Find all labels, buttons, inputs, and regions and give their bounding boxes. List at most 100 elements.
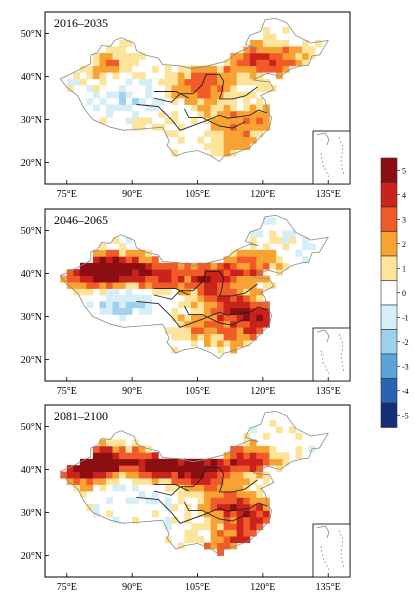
anomaly-cell bbox=[86, 465, 94, 472]
anomaly-cell bbox=[197, 523, 205, 531]
anomaly-cell bbox=[243, 523, 251, 531]
x-tick-label: 120°E bbox=[250, 582, 275, 593]
anomaly-cell bbox=[119, 249, 126, 257]
anomaly-cell bbox=[132, 52, 139, 60]
anomaly-cell bbox=[262, 65, 270, 73]
anomaly-cell bbox=[230, 536, 238, 543]
anomaly-cell bbox=[256, 130, 264, 138]
anomaly-cell bbox=[217, 149, 224, 157]
anomaly-cell bbox=[132, 452, 139, 460]
anomaly-cell bbox=[125, 295, 133, 302]
anomaly-cell bbox=[230, 445, 238, 453]
anomaly-cell bbox=[119, 52, 126, 60]
anomaly-cell bbox=[210, 104, 218, 112]
anomaly-cell bbox=[73, 72, 81, 80]
anomaly-cell bbox=[269, 217, 277, 225]
period-label-box bbox=[50, 407, 108, 423]
anomaly-cell bbox=[256, 471, 264, 479]
anomaly-cell bbox=[112, 452, 120, 460]
anomaly-cell bbox=[106, 256, 113, 264]
x-tick-label: 135°E bbox=[316, 386, 341, 397]
anomaly-cell bbox=[92, 275, 100, 283]
anomaly-cell bbox=[171, 478, 179, 485]
anomaly-cell bbox=[217, 117, 224, 125]
anomaly-cell bbox=[230, 72, 238, 80]
anomaly-cell bbox=[282, 40, 290, 47]
anomaly-cell bbox=[164, 130, 172, 138]
anomaly-cell bbox=[99, 458, 107, 466]
anomaly-cell bbox=[73, 275, 81, 283]
colorbar: 5 4 3 2 1 0 -1 -2 -3 -4 -5 bbox=[380, 157, 409, 428]
anomaly-cell bbox=[145, 301, 153, 309]
anomaly-cell bbox=[269, 458, 277, 466]
anomaly-cell bbox=[138, 98, 146, 105]
anomaly-cell bbox=[92, 72, 100, 80]
anomaly-cell bbox=[262, 27, 270, 34]
inset-frame bbox=[312, 130, 351, 185]
anomaly-cell bbox=[125, 249, 133, 257]
period-label: 2081–2100 bbox=[54, 409, 108, 423]
anomaly-cell bbox=[125, 269, 133, 276]
x-tick-label: 105°E bbox=[185, 386, 210, 397]
anomaly-cell bbox=[236, 249, 244, 257]
anomaly-cell bbox=[191, 288, 198, 296]
anomaly-cell bbox=[99, 275, 107, 283]
anomaly-cell bbox=[164, 523, 172, 531]
x-tick-label: 90°E bbox=[122, 189, 142, 200]
anomaly-cell bbox=[230, 542, 238, 550]
anomaly-cell bbox=[73, 471, 81, 479]
y-tick-label: 20°N bbox=[21, 355, 42, 366]
anomaly-cell bbox=[230, 110, 238, 118]
anomaly-cell bbox=[243, 503, 251, 511]
anomaly-cell bbox=[125, 301, 133, 309]
anomaly-cell bbox=[171, 262, 179, 270]
anomaly-cell bbox=[256, 275, 264, 283]
anomaly-cell bbox=[184, 288, 192, 296]
anomaly-cell bbox=[275, 452, 283, 460]
anomaly-cell bbox=[106, 307, 113, 315]
anomaly-cell bbox=[73, 78, 81, 86]
anomaly-cell bbox=[243, 136, 251, 144]
anomaly-cell bbox=[119, 243, 126, 251]
anomaly-cell bbox=[197, 327, 205, 335]
anomaly-cell bbox=[164, 478, 172, 485]
anomaly-cell bbox=[191, 465, 198, 472]
anomaly-cell bbox=[210, 78, 218, 86]
anomaly-cell bbox=[243, 262, 251, 270]
anomaly-cell bbox=[210, 314, 218, 322]
anomaly-cell bbox=[197, 307, 205, 315]
anomaly-cell bbox=[262, 256, 270, 264]
anomaly-cell bbox=[119, 91, 126, 99]
colorbar-label: 0 bbox=[402, 289, 406, 298]
anomaly-cell bbox=[256, 72, 264, 80]
anomaly-cell bbox=[243, 458, 251, 466]
anomaly-cell bbox=[223, 314, 231, 322]
anomaly-cell bbox=[197, 91, 205, 99]
inset-dashed-line bbox=[320, 545, 330, 571]
anomaly-cell bbox=[269, 452, 277, 460]
anomaly-cell bbox=[236, 536, 244, 543]
anomaly-cell bbox=[164, 327, 172, 335]
anomaly-cell bbox=[132, 458, 139, 466]
anomaly-cell bbox=[249, 65, 257, 73]
anomaly-cell bbox=[262, 282, 270, 289]
anomaly-cell bbox=[217, 510, 224, 518]
anomaly-cell bbox=[262, 307, 270, 315]
anomaly-cell bbox=[171, 471, 179, 479]
anomaly-cell bbox=[262, 275, 270, 283]
anomaly-cell bbox=[79, 269, 87, 276]
anomaly-cell bbox=[197, 104, 205, 112]
anomaly-cell bbox=[79, 484, 87, 492]
anomaly-cell bbox=[269, 85, 277, 92]
anomaly-cell bbox=[106, 478, 113, 485]
anomaly-cell bbox=[119, 471, 126, 479]
anomaly-cell bbox=[177, 65, 185, 73]
anomaly-cell bbox=[204, 85, 211, 92]
anomaly-cell bbox=[223, 117, 231, 125]
anomaly-cell bbox=[145, 117, 153, 125]
anomaly-cell bbox=[145, 78, 153, 86]
anomaly-cell bbox=[177, 314, 185, 322]
anomaly-cell bbox=[236, 269, 244, 276]
y-tick-label: 50°N bbox=[21, 422, 42, 433]
anomaly-cell bbox=[256, 497, 264, 505]
